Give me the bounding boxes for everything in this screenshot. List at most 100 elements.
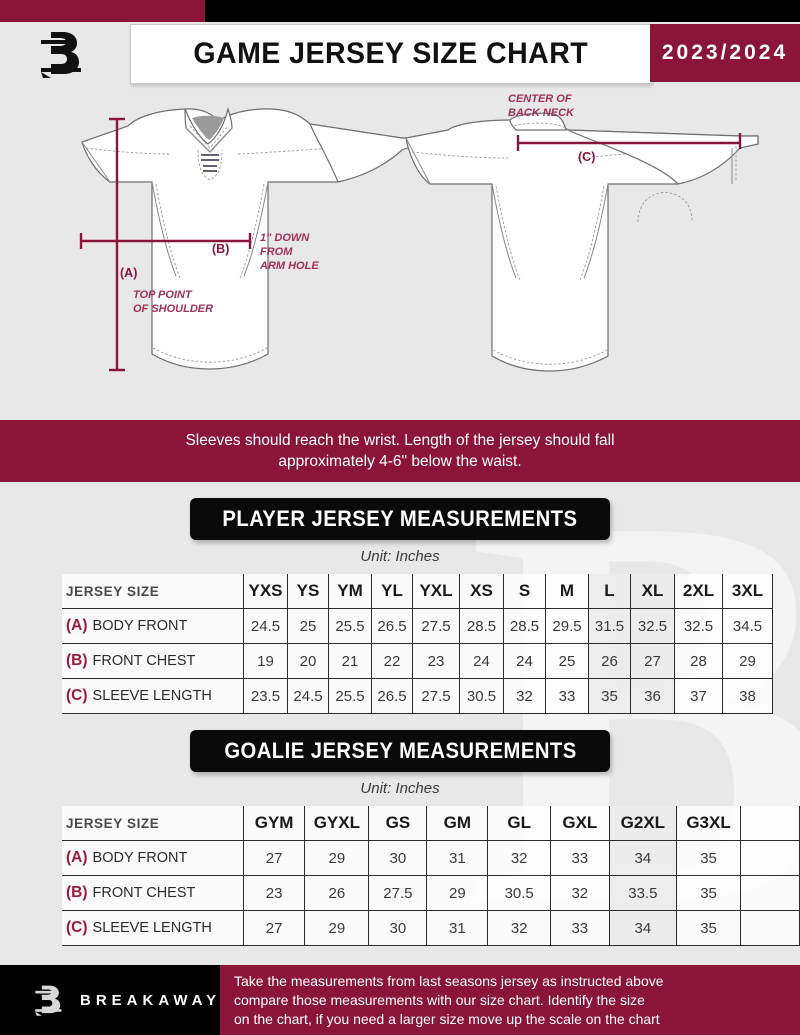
page-footer: BREAKAWAY Take the measurements from las… xyxy=(0,965,800,1035)
measurement-value-cell: 25.5 xyxy=(328,678,372,714)
measurement-value-cell: 19 xyxy=(243,643,288,679)
goalie-table: JERSEY SIZE GYM GYXL GS GM GL GXL G2XL G3XL (A) BO… xyxy=(62,806,800,946)
measurement-value-cell: 30 xyxy=(368,910,428,946)
column-header-gxl: GXL xyxy=(550,806,610,841)
label-b-line2: FROM xyxy=(260,246,293,258)
column-header-xl: XL xyxy=(630,574,675,609)
measurement-value-cell: 25 xyxy=(287,608,329,644)
measurement-value-cell: 27.5 xyxy=(412,678,460,714)
measurement-value-cell: 28 xyxy=(674,643,723,679)
measurement-value-cell: 31 xyxy=(426,840,489,876)
measurement-value-cell: 26 xyxy=(304,875,370,911)
measurement-value-cell: 28.5 xyxy=(503,608,546,644)
front-jersey-illustration: (B) (A) TOP POINT OF SHOULDER 1" DOWN FR… xyxy=(79,106,419,372)
measurement-value-cell: 33 xyxy=(545,678,589,714)
footer-instructions: Take the measurements from last seasons … xyxy=(220,965,800,1035)
label-b-line3: ARM HOLE xyxy=(259,260,319,272)
column-header-gs: GS xyxy=(368,806,428,841)
goalie-section-header: GOALIE JERSEY MEASUREMENTS xyxy=(190,730,610,772)
column-header-gl: GL xyxy=(487,806,552,841)
measurement-value-cell: 34.5 xyxy=(722,608,773,644)
goalie-section-title: GOALIE JERSEY MEASUREMENTS xyxy=(223,738,577,763)
label-c-line1: CENTER OF xyxy=(508,93,572,105)
table-row: (B) FRONT CHEST 19 20 21 22 23 24 24 25 26 27 28 29 xyxy=(62,643,773,679)
measurement-value-cell: 26 xyxy=(588,643,631,679)
measurement-value-cell: 32 xyxy=(487,840,552,876)
column-header-ym: YM xyxy=(328,574,372,609)
measurement-value-cell: 27 xyxy=(242,840,306,876)
fit-note-banner: Sleeves should reach the wrist. Length o… xyxy=(0,420,800,482)
table-row: (A) BODY FRONT 27 29 30 31 32 33 34 35 xyxy=(62,840,800,876)
measurement-value-cell: 31 xyxy=(426,910,489,946)
measurement-value-cell: 30.5 xyxy=(459,678,504,714)
player-section-header: PLAYER JERSEY MEASUREMENTS xyxy=(190,498,610,540)
column-header-yl: YL xyxy=(371,574,413,609)
measurement-label-cell: (A) BODY FRONT xyxy=(62,608,244,644)
column-header-gyxl: GYXL xyxy=(304,806,370,841)
measurement-value-cell: 26.5 xyxy=(371,678,413,714)
column-header-empty xyxy=(739,806,800,841)
measurement-value-cell: 31.5 xyxy=(588,608,631,644)
measurement-value-cell: 25.5 xyxy=(328,608,372,644)
header-logo xyxy=(0,22,130,86)
column-header-m: M xyxy=(545,574,589,609)
measurement-value-cell: 23 xyxy=(412,643,460,679)
footer-brand: BREAKAWAY xyxy=(0,965,220,1035)
measurement-value-cell: 26.5 xyxy=(371,608,413,644)
column-header-xs: XS xyxy=(459,574,504,609)
column-header-3xl: 3XL xyxy=(722,574,773,609)
measurement-value-cell: 24.5 xyxy=(243,608,288,644)
measurement-value-cell: 32 xyxy=(550,875,610,911)
measurement-value-cell: 38 xyxy=(722,678,773,714)
measurement-value-cell: 20 xyxy=(287,643,329,679)
marker-c-label: (C) xyxy=(578,150,595,164)
measurement-value-cell: 29.5 xyxy=(545,608,589,644)
measurement-value-cell: 29 xyxy=(722,643,773,679)
measurement-value-cell: 29 xyxy=(304,840,370,876)
breakaway-b-logo-icon xyxy=(34,980,68,1020)
player-unit-label: Unit: Inches xyxy=(360,548,440,565)
column-header-g3xl: G3XL xyxy=(676,806,741,841)
measurement-label-cell: (A) BODY FRONT xyxy=(62,840,244,876)
label-c-line2: BACK NECK xyxy=(508,107,575,119)
column-header-gym: GYM xyxy=(242,806,306,841)
column-header-ys: YS xyxy=(287,574,329,609)
measurement-value-cell: 23.5 xyxy=(243,678,288,714)
measurement-label-cell: (B) FRONT CHEST xyxy=(62,875,244,911)
measurement-value-cell: 29 xyxy=(426,875,489,911)
label-a-line1: TOP POINT xyxy=(133,289,193,301)
page-title: GAME JERSEY SIZE CHART xyxy=(193,37,589,70)
table-header-row: JERSEY SIZE YXS YS YM YL YXL XS S M L XL 2XL 3XL xyxy=(62,574,773,609)
title-plate: GAME JERSEY SIZE CHART xyxy=(130,24,652,84)
measurement-value-cell: 24.5 xyxy=(287,678,329,714)
measurement-value-cell xyxy=(739,875,800,911)
jersey-diagrams: .body{fill:#fff;stroke:#6f6f6f;stroke-wi… xyxy=(0,86,800,416)
table-row: (C) SLEEVE LENGTH 23.5 24.5 25.5 26.5 27.5 30.5… xyxy=(62,678,773,714)
table-row: (C) SLEEVE LENGTH 27 29 30 31 32 33 34 35 xyxy=(62,910,800,946)
measurement-value-cell: 32.5 xyxy=(630,608,675,644)
measurement-label-cell: (B) FRONT CHEST xyxy=(62,643,244,679)
column-header-2xl: 2XL xyxy=(674,574,723,609)
player-section-title: PLAYER JERSEY MEASUREMENTS xyxy=(222,506,578,531)
top-bar-maroon-segment xyxy=(0,0,205,22)
footer-line3: on the chart, if you need a larger size … xyxy=(234,1010,660,1027)
goalie-unit-label: Unit: Inches xyxy=(360,780,440,797)
measurement-line-b xyxy=(79,233,252,249)
marker-a-label: (A) xyxy=(120,266,137,280)
measurement-value-cell xyxy=(739,840,800,876)
measurement-value-cell: 35 xyxy=(676,840,741,876)
measurement-value-cell: 24 xyxy=(503,643,546,679)
measurement-value-cell: 33.5 xyxy=(608,875,678,911)
label-a-line2: OF SHOULDER xyxy=(133,303,213,315)
season-year: 2023/2024 xyxy=(661,41,789,64)
measurement-value-cell: 37 xyxy=(674,678,723,714)
measurement-line-c xyxy=(516,133,742,151)
year-plate: 2023/2024 xyxy=(650,24,800,82)
row-header-label-cell: JERSEY SIZE xyxy=(62,574,244,609)
measurement-value-cell: 22 xyxy=(371,643,413,679)
column-header-gm: GM xyxy=(426,806,489,841)
column-header-yxl: YXL xyxy=(412,574,460,609)
measurement-value-cell: 30 xyxy=(368,840,428,876)
measurement-value-cell: 23 xyxy=(242,875,306,911)
fit-note-line2: approximately 4-6" below the waist. xyxy=(278,453,522,470)
